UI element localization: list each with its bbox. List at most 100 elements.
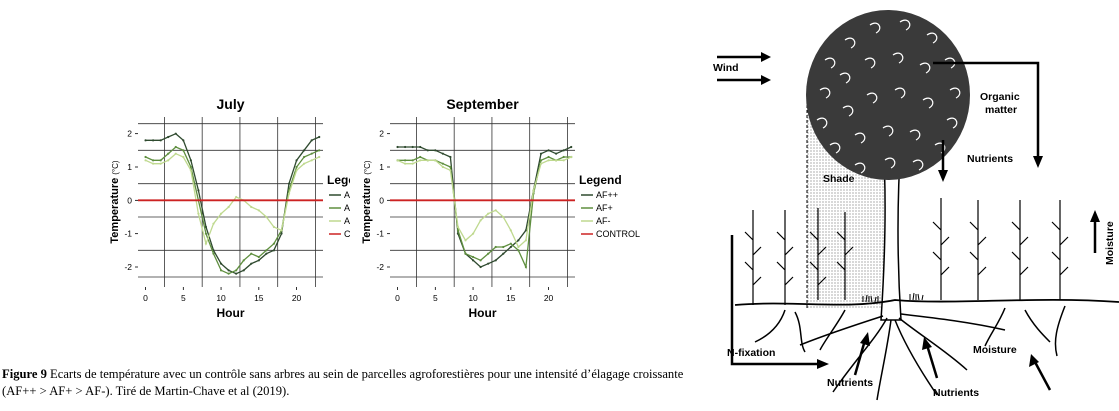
data-point	[144, 139, 147, 142]
data-point	[144, 159, 147, 162]
data-point	[479, 219, 482, 222]
data-point	[197, 189, 200, 192]
data-point	[174, 145, 177, 149]
legend-entry: AF+	[596, 203, 613, 213]
data-point	[212, 252, 215, 255]
data-point	[562, 159, 565, 162]
data-point	[471, 232, 475, 235]
data-point	[517, 249, 520, 252]
data-point	[152, 159, 155, 162]
y-axis-label: Temperature (°C)	[110, 160, 121, 244]
legend-entry: CONTROL	[596, 229, 640, 239]
data-point	[280, 232, 283, 235]
data-point	[509, 242, 512, 245]
x-tick-label: 10	[216, 293, 226, 303]
data-point	[159, 162, 162, 165]
data-point	[547, 155, 550, 159]
data-point	[159, 139, 162, 142]
y-axis-label-main: Temperature	[110, 175, 121, 244]
chart-title: July	[216, 96, 244, 112]
data-point	[464, 252, 467, 255]
data-point	[517, 239, 520, 242]
data-point	[310, 139, 313, 142]
data-point	[411, 159, 414, 162]
data-point	[441, 162, 444, 165]
data-point	[426, 149, 429, 152]
data-point	[182, 155, 185, 159]
data-point	[235, 272, 238, 275]
data-point	[404, 145, 407, 149]
nutrients-left-label: Nutrients	[827, 377, 873, 389]
x-tick-label: 15	[506, 293, 516, 303]
series-line-afminus	[397, 156, 572, 249]
y-axis-label-unit: (°C)	[363, 160, 372, 175]
data-point	[265, 252, 268, 255]
data-point	[562, 155, 565, 159]
x-tick-label: 0	[143, 293, 148, 303]
grass	[862, 292, 924, 303]
data-point	[189, 169, 192, 172]
data-point	[396, 145, 399, 149]
y-tick-label: -2	[124, 262, 132, 272]
data-point	[152, 139, 155, 142]
data-point	[555, 152, 558, 155]
data-point	[303, 155, 306, 159]
moisture-right-label: Moisture	[1104, 221, 1116, 265]
data-point	[227, 272, 230, 275]
data-point	[494, 259, 497, 262]
data-point	[517, 245, 520, 249]
data-point	[479, 265, 482, 269]
data-point	[295, 165, 298, 169]
tree-crown	[806, 10, 970, 180]
data-point	[570, 145, 573, 149]
data-point	[471, 255, 475, 259]
data-point	[257, 209, 260, 212]
data-point	[287, 192, 291, 195]
data-point	[219, 262, 223, 265]
n-fixation-arrow	[730, 235, 820, 366]
data-point	[250, 262, 253, 265]
organic-matter-label-1: Organic	[980, 91, 1020, 103]
legend-entry: AF+	[344, 203, 350, 213]
data-point	[426, 159, 429, 162]
series-line-afminus	[145, 152, 320, 246]
data-point	[257, 259, 260, 262]
data-point	[265, 249, 268, 252]
data-point	[250, 252, 253, 255]
data-point	[174, 132, 177, 135]
x-axis-label: Hour	[469, 306, 497, 320]
data-point	[197, 212, 200, 215]
organic-matter-arrow	[933, 61, 1040, 160]
wind-label: Wind	[713, 62, 739, 74]
moisture-arrow	[1033, 361, 1052, 391]
data-point	[144, 155, 147, 159]
arrowheads	[761, 52, 1100, 369]
data-point	[189, 165, 192, 169]
agroforestry-diagram-svg: Wind Organic matter Nutrients Shade Mois…	[713, 10, 1119, 401]
chart-september: September -2 -1 0 1 2 0 5 10 15 20 Hour Temperature …	[361, 92, 682, 367]
data-point	[318, 155, 321, 159]
data-point	[303, 149, 306, 152]
data-point	[419, 155, 422, 159]
data-point	[182, 149, 185, 152]
legend: Legend AF++ AF+ AF- CONTROL	[579, 173, 640, 239]
data-point	[295, 169, 298, 172]
data-point	[547, 159, 550, 162]
organic-matter-label-2: matter	[985, 104, 1017, 116]
data-point	[539, 162, 543, 165]
legend-title: Legend	[579, 173, 622, 187]
data-point	[287, 182, 291, 185]
legend: Legend AF++ AF+ AF- CONTROL	[327, 173, 388, 239]
nutrients-up-arrow-1	[853, 339, 867, 376]
x-axis-label: Hour	[217, 306, 245, 320]
y-axis-label-main: Temperature	[362, 175, 373, 244]
data-point	[555, 159, 558, 162]
data-point	[562, 149, 565, 152]
legend-entry: AF-	[596, 216, 611, 226]
legend-entry: AF-	[344, 216, 350, 226]
data-point	[441, 152, 444, 155]
data-point	[509, 229, 512, 232]
series-line-afplusplus	[397, 146, 572, 268]
